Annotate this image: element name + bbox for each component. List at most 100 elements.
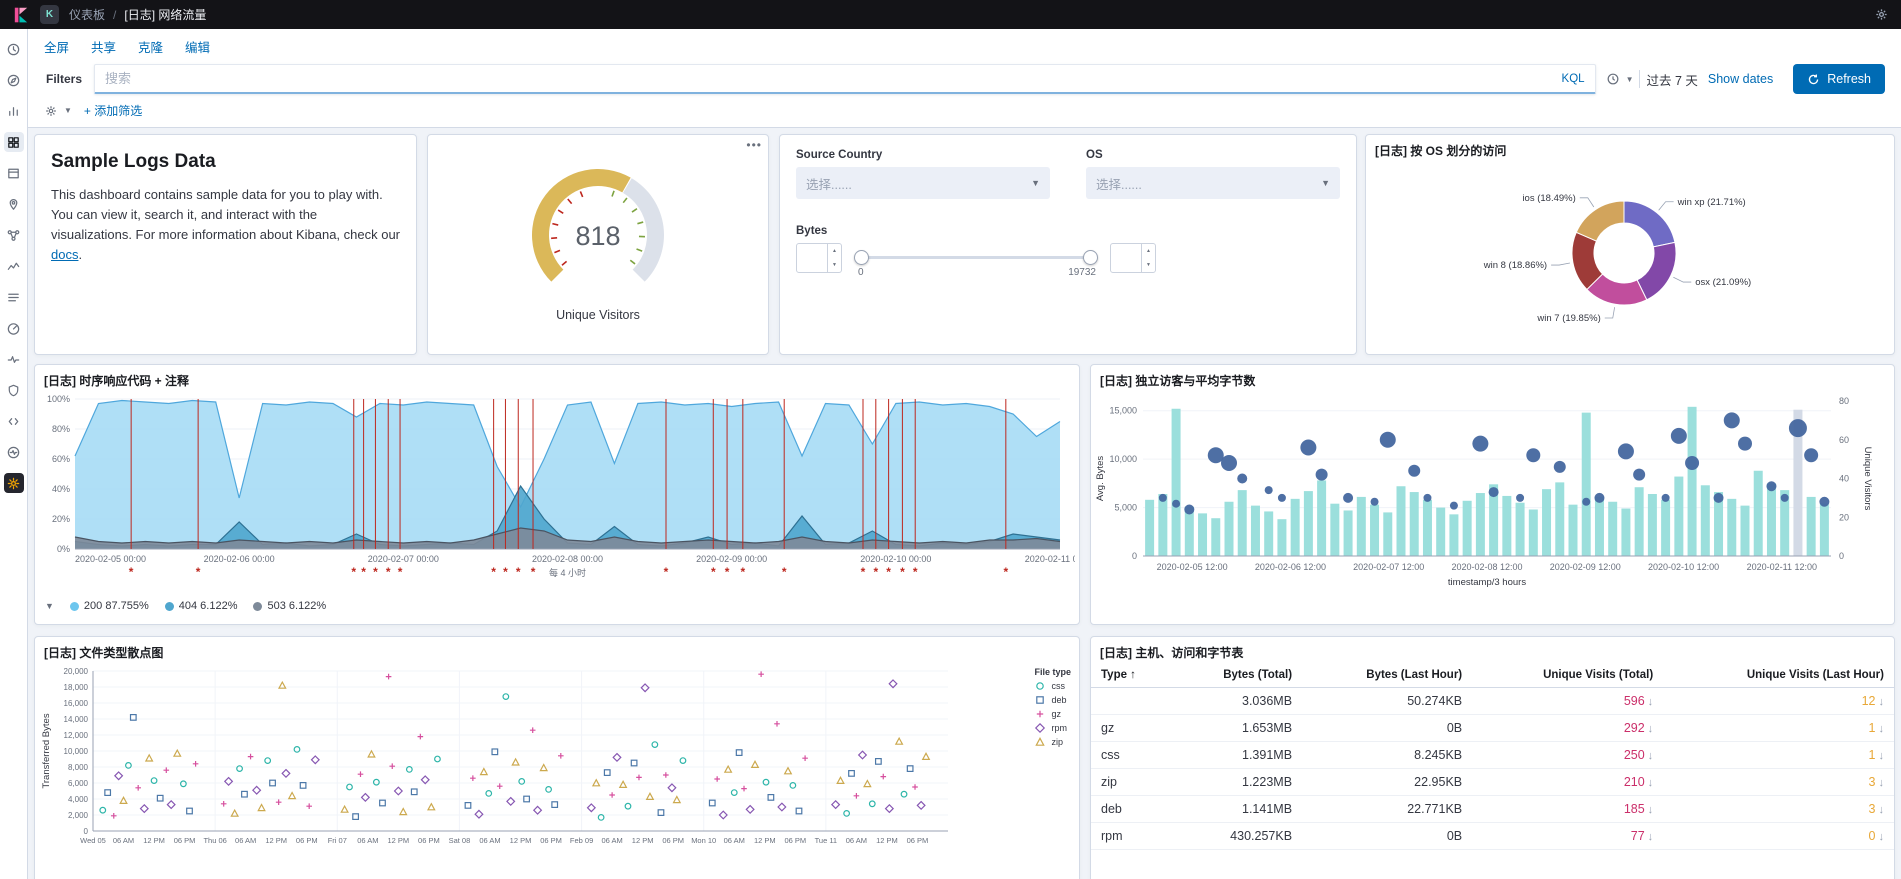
svg-text:*: * <box>913 565 918 579</box>
help-settings-icon[interactable] <box>1874 7 1889 22</box>
svg-text:2020-02-07 12:00: 2020-02-07 12:00 <box>1353 562 1424 572</box>
svg-text:2020-02-05 00:00: 2020-02-05 00:00 <box>75 554 146 564</box>
svg-text:8,000: 8,000 <box>68 763 89 772</box>
add-filter-button[interactable]: + 添加筛选 <box>83 104 143 118</box>
menu-item-3[interactable]: 编辑 <box>185 41 211 55</box>
legend-title: File type <box>1034 667 1071 677</box>
column-header-unique-visits-total-[interactable]: Unique Visits (Total) <box>1472 663 1664 688</box>
markdown-body: This dashboard contains sample data for … <box>51 187 401 263</box>
legend-item-css[interactable]: css <box>1034 680 1071 692</box>
column-header-unique-visits-last-hour-[interactable]: Unique Visits (Last Hour) <box>1663 663 1894 688</box>
svg-text:Fri 07: Fri 07 <box>328 836 347 845</box>
legend-item-zip[interactable]: zip <box>1034 736 1071 748</box>
svg-text:*: * <box>361 565 366 579</box>
kibana-logo[interactable] <box>12 6 30 24</box>
legend-item-gz[interactable]: gz <box>1034 708 1071 720</box>
stepper-buttons[interactable]: ▲ ▼ <box>827 244 841 272</box>
stepper-buttons[interactable]: ▲ ▼ <box>1141 244 1155 272</box>
canvas-icon[interactable] <box>4 163 24 183</box>
menu-item-1[interactable]: 共享 <box>91 41 117 55</box>
menu-item-2[interactable]: 克隆 <box>138 41 164 55</box>
legend-item-404[interactable]: 404 6.122% <box>164 600 237 612</box>
legend-item-rpm[interactable]: rpm <box>1034 722 1071 734</box>
svg-text:*: * <box>861 565 866 579</box>
svg-text:2,000: 2,000 <box>68 811 89 820</box>
slider-handle-min[interactable] <box>854 250 869 265</box>
svg-text:80%: 80% <box>52 424 70 434</box>
dashboard-icon[interactable] <box>3 132 24 152</box>
dashboard-grid: Sample Logs Data This dashboard contains… <box>28 128 1901 879</box>
legend-item-503[interactable]: 503 6.122% <box>253 600 326 612</box>
column-header-bytes-last-hour-[interactable]: Bytes (Last Hour) <box>1302 663 1473 688</box>
svg-text:2020-02-06 12:00: 2020-02-06 12:00 <box>1255 562 1326 572</box>
svg-text:*: * <box>351 565 356 579</box>
source-country-select[interactable]: 选择...... ▼ <box>796 167 1050 199</box>
space-avatar[interactable]: K <box>40 5 59 24</box>
apm-icon[interactable] <box>4 318 24 338</box>
svg-text:20: 20 <box>1839 512 1849 522</box>
pie-chart[interactable]: win xp (21.71%) osx (21.09%) win 7 (19.85%… <box>1366 161 1894 351</box>
svg-text:ios (18.49%): ios (18.49%) <box>1522 193 1575 204</box>
bytes-min-input[interactable]: ▲ ▼ <box>796 243 842 273</box>
svg-text:win xp (21.71%): win xp (21.71%) <box>1677 197 1746 208</box>
header: K 仪表板 / [日志] 网络流量 <box>0 0 1901 29</box>
svg-text:12,000: 12,000 <box>64 731 89 740</box>
svg-text:0: 0 <box>1839 551 1844 561</box>
slider-track[interactable] <box>856 256 1096 259</box>
os-select[interactable]: 选择...... ▼ <box>1086 167 1340 199</box>
recently-viewed-icon[interactable] <box>4 39 24 59</box>
discover-icon[interactable] <box>4 70 24 90</box>
svg-text:12 PM: 12 PM <box>265 836 287 845</box>
menu-item-0[interactable]: 全屏 <box>44 41 70 55</box>
bytes-max-input[interactable]: ▲ ▼ <box>1110 243 1156 273</box>
search-input[interactable] <box>105 71 1554 86</box>
machine-learning-icon[interactable] <box>4 225 24 245</box>
time-picker[interactable]: ▼ 过去 7 天 <box>1606 70 1698 89</box>
column-header-type[interactable]: Type ↑ <box>1091 663 1172 688</box>
legend-collapse-icon[interactable]: ▼ <box>45 601 54 611</box>
refresh-button[interactable]: Refresh <box>1793 64 1885 94</box>
svg-text:*: * <box>711 565 716 579</box>
panel-title: [日志] 时序响应代码 + 注释 <box>44 374 190 388</box>
svg-text:2020-02-11 00:00: 2020-02-11 00:00 <box>1025 554 1075 564</box>
column-header-bytes-total-[interactable]: Bytes (Total) <box>1171 663 1303 688</box>
metrics-icon[interactable] <box>4 256 24 276</box>
panel-title: [日志] 独立访客与平均字节数 <box>1100 374 1256 388</box>
maps-icon[interactable] <box>4 194 24 214</box>
filters-button[interactable]: Filters <box>46 72 83 86</box>
svg-text:10,000: 10,000 <box>64 747 89 756</box>
breadcrumb-dashboards[interactable]: 仪表板 <box>69 8 106 22</box>
refresh-icon <box>1809 73 1819 84</box>
svg-text:*: * <box>386 565 391 579</box>
legend-item-deb[interactable]: deb <box>1034 694 1071 706</box>
docs-link[interactable]: docs <box>51 247 79 263</box>
dev-tools-icon[interactable] <box>4 411 24 431</box>
table-row: 3.036MB 50.274KB 596 ↓ 12 ↓ <box>1091 687 1894 715</box>
sidebar <box>0 29 28 879</box>
svg-text:06 PM: 06 PM <box>784 836 806 845</box>
svg-text:osx (21.09%): osx (21.09%) <box>1695 277 1751 288</box>
area-chart[interactable]: 0% 20% 40% 60% 80% 100% 2020-02-05 00:00 2020-0… <box>35 391 1079 595</box>
filter-gear-icon[interactable] <box>44 104 58 118</box>
visualize-icon[interactable] <box>4 101 24 121</box>
divider <box>1639 70 1641 88</box>
scatter-chart[interactable]: 0 2,000 4,000 6,000 8,000 10,000 12,000 14,000 1… <box>35 663 965 878</box>
siem-icon[interactable] <box>4 380 24 400</box>
stack-monitoring-icon[interactable] <box>4 442 24 462</box>
pie-slice-win-xp <box>1623 200 1676 248</box>
panel-options-icon[interactable]: ••• <box>746 138 762 152</box>
svg-text:06 AM: 06 AM <box>724 836 745 845</box>
slider-handle-max[interactable] <box>1083 250 1098 265</box>
bar-bubble-chart[interactable]: 0 5,000 10,000 15,000 0 20 40 60 80 2020-02-05 12… <box>1091 391 1891 621</box>
logs-icon[interactable] <box>4 287 24 307</box>
chevron-down-icon[interactable]: ▼ <box>64 106 72 115</box>
uptime-icon[interactable] <box>4 349 24 369</box>
kql-toggle[interactable]: KQL <box>1561 72 1585 85</box>
svg-text:Tue 11: Tue 11 <box>815 836 838 845</box>
svg-text:12 PM: 12 PM <box>632 836 654 845</box>
show-dates-button[interactable]: Show dates <box>1707 72 1774 86</box>
time-range-label[interactable]: 过去 7 天 <box>1646 73 1698 88</box>
legend-item-200[interactable]: 200 87.755% <box>69 600 149 612</box>
svg-text:06 PM: 06 PM <box>907 836 929 845</box>
management-icon[interactable] <box>3 473 24 493</box>
